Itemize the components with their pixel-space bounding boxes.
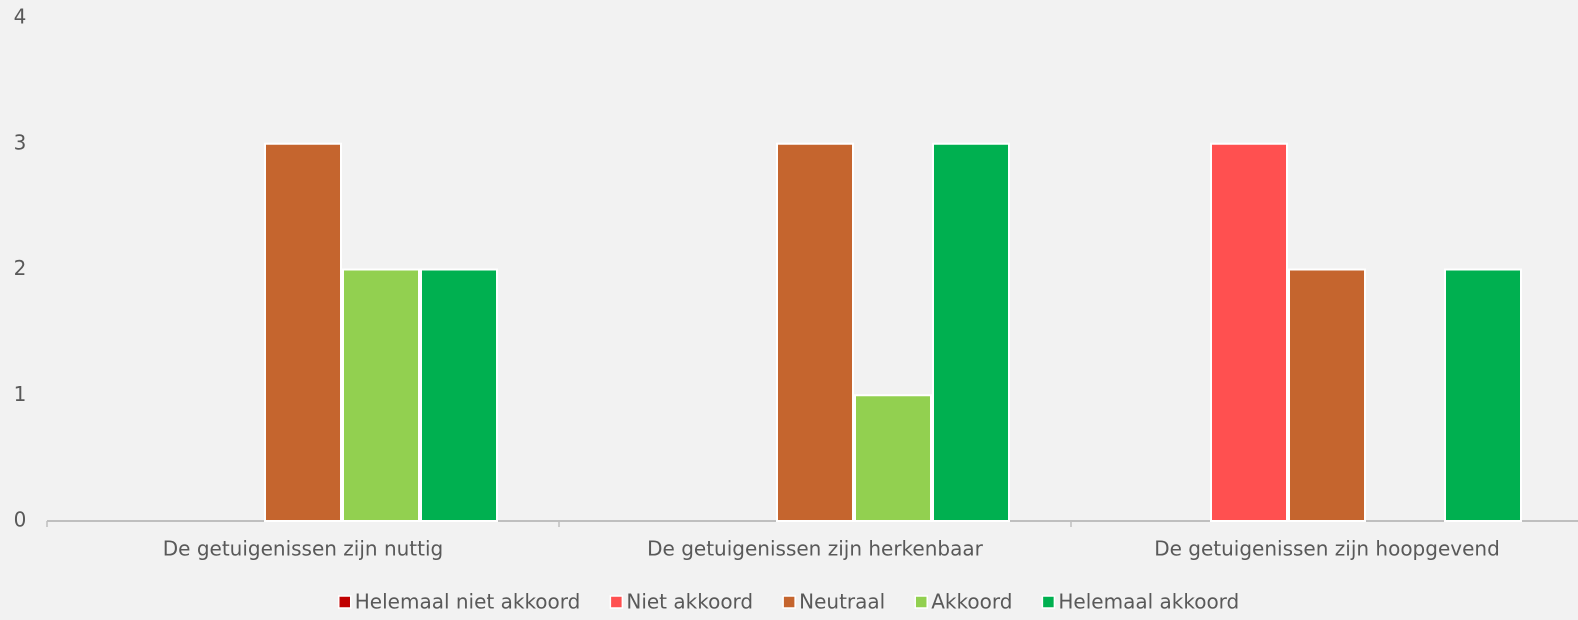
y-tick-label: 4	[14, 5, 27, 29]
x-tick-label: De getuigenissen zijn hoopgevend	[1154, 537, 1500, 561]
legend-label: Akkoord	[931, 590, 1012, 614]
legend-label: Helemaal akkoord	[1058, 590, 1239, 614]
bar	[264, 142, 342, 522]
legend-label: Niet akkoord	[626, 590, 753, 614]
legend-swatch	[609, 595, 624, 609]
bar	[1210, 142, 1288, 522]
legend-label: Helemaal niet akkoord	[355, 590, 581, 614]
x-tick-label: De getuigenissen zijn nuttig	[163, 537, 443, 561]
bar	[776, 142, 854, 522]
y-tick-label: 3	[14, 130, 27, 154]
legend-label: Neutraal	[799, 590, 885, 614]
legend-swatch	[914, 595, 928, 609]
legend-swatch	[338, 595, 352, 609]
y-tick-label: 0	[14, 508, 27, 532]
legend-swatch	[1041, 595, 1056, 609]
x-tick-label: De getuigenissen zijn herkenbaar	[647, 537, 983, 561]
bar	[854, 394, 932, 522]
bar	[342, 268, 420, 522]
legend-swatch	[782, 595, 796, 609]
bar	[420, 268, 498, 522]
y-tick-label: 1	[14, 382, 27, 406]
y-tick-label: 2	[14, 256, 27, 280]
bar	[932, 142, 1010, 522]
bar	[1288, 268, 1366, 522]
bar	[1444, 268, 1522, 522]
